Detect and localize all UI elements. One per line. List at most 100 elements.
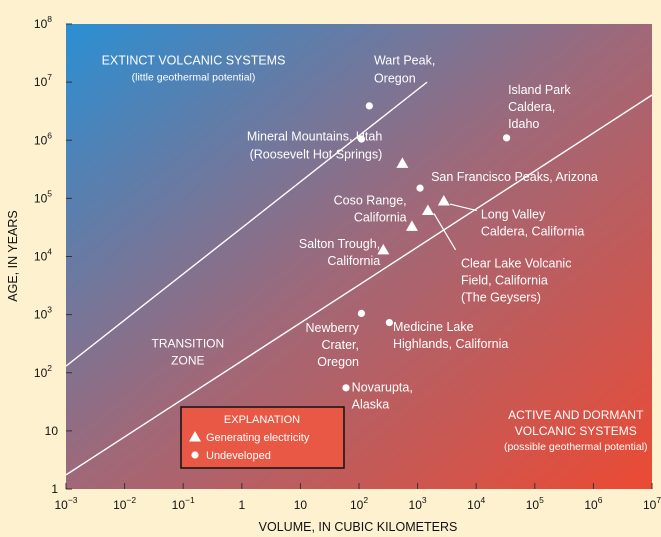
tick-base: 10 [526,498,540,512]
point-label-line: Caldera, California [481,225,585,239]
tick-base: 10 [34,308,48,322]
data-point-circle [357,135,366,143]
x-axis-ticks: 10−3 10−2 10−1 1 10 102 103 104 105 106 107 [54,483,661,512]
y-tick-label: 102 [34,363,52,380]
y-tick-label: 1 [51,482,58,496]
tick-exponent: 3 [422,495,427,505]
point-label-line: Oregon [374,72,416,86]
x-tick-label: 106 [584,495,602,512]
point-label-line: Medicine Lake [393,320,474,334]
tick-base: 10 [34,75,48,89]
data-points [342,102,511,392]
region-label-line: EXTINCT VOLCANIC SYSTEMS [102,54,286,68]
data-point-triangle [437,195,450,206]
boundary-line-2 [66,94,652,476]
tick-base: 10 [584,498,598,512]
tick-base: 10 [34,17,48,31]
point-label-line: Highlands, California [393,337,508,351]
tick-exponent: 8 [47,14,52,24]
y-tick-label: 105 [34,188,52,205]
tick-base: 10 [409,498,423,512]
point-label: Long Valley Caldera, California [481,208,585,239]
tick-exponent: −2 [126,495,136,505]
tick-exponent: 4 [47,247,52,257]
tick-base: 10 [34,250,48,264]
data-point-circle [385,318,393,327]
x-tick-label: 10−1 [172,495,195,512]
point-label-line: Caldera, [508,100,555,114]
y-tick-label: 106 [34,130,52,147]
region-label-line: (possible geothermal potential) [504,441,648,453]
point-label-line: Field, California [461,273,548,287]
data-point-circle [342,384,350,392]
legend-marker-triangle [189,431,201,442]
x-tick-label: 10−3 [54,495,77,512]
y-tick-label: 103 [34,305,52,322]
data-point-triangle [405,220,418,231]
x-tick-label: 105 [526,495,544,512]
leader-line-1 [449,203,477,212]
point-label: Wart Peak, Oregon [374,54,435,86]
tick-exponent: 2 [47,363,52,373]
x-tick-label: 103 [409,495,427,512]
point-label-line: Mineral Mountains, Utah [247,129,383,143]
point-label-line: Coso Range, [334,194,407,208]
legend-items: Generating electricity Undeveloped [189,431,310,462]
tick-exponent: 5 [47,188,52,198]
legend: EXPLANATION Generating electricity Undeve… [180,406,345,469]
region-label-line: (little geothermal potential) [132,72,256,84]
tick-exponent: 7 [47,72,52,82]
region-label-line: TRANSITION [152,337,225,351]
legend-item-label: Generating electricity [206,432,310,444]
region-label: ACTIVE AND DORMANT VOLCANIC SYSTEMS (possi… [504,408,648,453]
region-label: EXTINCT VOLCANIC SYSTEMS (little geotherm… [102,54,286,84]
point-label-line: Island Park [508,83,571,97]
tick-exponent: 6 [598,495,603,505]
y-tick-label: 10 [45,424,59,438]
legend-marker-circle [191,451,199,459]
x-tick-label: 104 [467,495,485,512]
y-axis-label: AGE, IN YEARS [6,210,20,301]
tick-base: 10 [54,498,68,512]
point-label-line: (Roosevelt Hot Springs) [250,147,383,161]
point-label-line: Newberry [306,321,360,335]
legend-item-label: Undeveloped [206,450,271,462]
y-tick-label: 104 [34,247,52,264]
leader-line-2 [433,213,457,251]
tick-base: 10 [467,498,481,512]
tick-exponent: −3 [68,495,78,505]
point-label-line: Alaska [352,397,390,411]
point-label-line: San Francisco Peaks, Arizona [431,170,598,184]
point-label: San Francisco Peaks, Arizona [431,170,598,184]
point-label-line: (The Geysers) [461,290,541,304]
point-label-line: Clear Lake Volcanic [461,256,571,270]
point-label: Clear Lake Volcanic Field, California (The… [461,256,571,304]
point-label: Salton Trough, California [299,237,380,268]
boundary-lines [66,81,652,476]
tick-base: 1 [238,498,245,512]
tick-base: 10 [643,498,657,512]
x-tick-label: 10−2 [113,495,136,512]
tick-exponent: 3 [47,305,52,315]
tick-base: 10 [34,133,48,147]
point-labels: Wart Peak, Oregon Island Park Caldera, Idaho… [247,54,598,412]
x-tick-label: 1 [238,498,245,512]
tick-base: 10 [34,191,48,205]
data-point-triangle [396,157,409,168]
point-label: Medicine Lake Highlands, California [393,320,508,351]
tick-exponent: 5 [539,495,544,505]
tick-base: 1 [51,482,58,496]
legend-title: EXPLANATION [224,414,300,426]
x-tick-label: 107 [643,495,661,512]
point-label: Coso Range, California [334,194,407,225]
tick-base: 10 [34,366,48,380]
point-label-line: Salton Trough, [299,237,380,251]
tick-base: 10 [113,498,127,512]
data-point-circle [365,102,373,110]
x-tick-label: 10 [294,498,308,512]
point-label-line: Novarupta, [352,380,413,394]
data-point-triangle [421,204,434,215]
x-axis-label: VOLUME, IN CUBIC KILOMETERS [259,520,458,534]
tick-base: 10 [172,498,186,512]
